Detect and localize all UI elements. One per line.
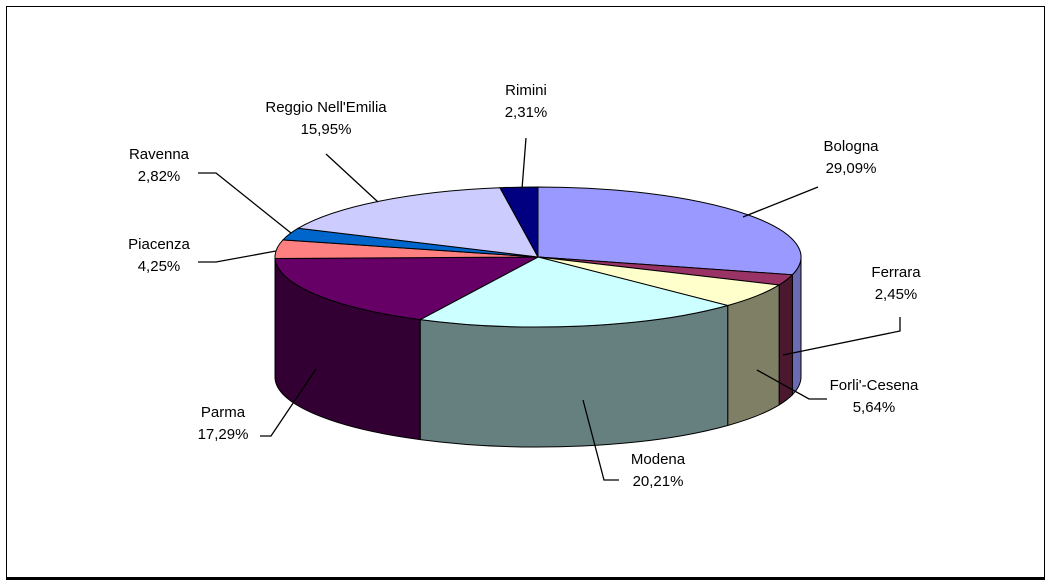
chart-frame: Bologna 29,09% Ferrara 2,45% Forli'-Cesena 5,… xyxy=(6,6,1045,580)
leader-line-forli-cesena xyxy=(756,369,827,400)
leader-line-rimini xyxy=(521,137,527,190)
slice-parma xyxy=(274,256,539,321)
data-label-pct-forli-cesena: 5,64% xyxy=(853,399,896,416)
leader-line-parma xyxy=(260,368,317,437)
data-label-name-reggio-nell-emilia: Reggio Nell'Emilia xyxy=(265,99,387,116)
data-label-pct-rimini: 2,31% xyxy=(505,104,548,121)
leader-line-piacenza xyxy=(198,250,277,263)
slice-side-bologna xyxy=(791,256,802,396)
leader-line-ferrara xyxy=(782,317,901,356)
slice-modena xyxy=(418,256,730,328)
leader-line-reggio-nell-emilia xyxy=(325,153,379,203)
data-label-pct-bologna: 29,09% xyxy=(826,160,877,177)
pie-chart: Bologna 29,09% Ferrara 2,45% Forli'-Cesena 5,… xyxy=(128,82,921,490)
leader-line-ravenna xyxy=(198,172,292,234)
data-label-name-ferrara: Ferrara xyxy=(871,264,921,281)
data-label-name-ravenna: Ravenna xyxy=(129,146,190,163)
data-label-pct-piacenza: 4,25% xyxy=(138,258,181,275)
data-label-name-modena: Modena xyxy=(631,451,686,468)
data-label-name-rimini: Rimini xyxy=(505,82,547,99)
data-label-pct-ferrara: 2,45% xyxy=(875,286,918,303)
leader-line-bologna xyxy=(742,186,819,218)
data-label-pct-parma: 17,29% xyxy=(198,426,249,443)
slice-rimini xyxy=(499,186,539,258)
data-label-name-piacenza: Piacenza xyxy=(128,236,190,253)
data-label-pct-reggio-nell-emilia: 15,95% xyxy=(301,121,352,138)
slice-reggio-nell-emilia xyxy=(296,187,539,258)
data-label-name-bologna: Bologna xyxy=(823,138,879,155)
data-label-name-parma: Parma xyxy=(201,404,246,421)
slice-side-forli-cesena xyxy=(727,284,780,427)
data-label-pct-modena: 20,21% xyxy=(633,473,684,490)
slice-bologna xyxy=(537,186,802,276)
leader-line-modena xyxy=(582,399,619,481)
data-label-pct-ravenna: 2,82% xyxy=(138,168,181,185)
data-label-name-forli-cesena: Forli'-Cesena xyxy=(830,377,919,394)
